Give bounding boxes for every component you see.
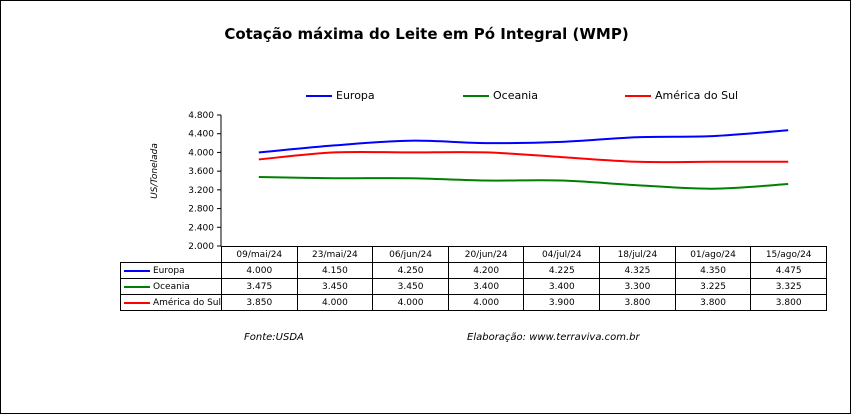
series-line-oceania <box>258 176 789 190</box>
data-value-cell: 4.325 <box>599 262 676 279</box>
series-line-america-do-sul <box>258 150 789 164</box>
credit-note: Elaboração: www.terraviva.com.br <box>467 332 640 343</box>
data-value-cell: 3.800 <box>599 294 676 311</box>
table-row-europa: Europa 4.000 4.150 4.250 4.200 4.225 4.325 4.35… <box>120 262 827 279</box>
x-category-label: 04/jul/24 <box>523 246 601 263</box>
data-value-cell: 3.450 <box>372 278 449 295</box>
data-value-cell: 3.800 <box>750 294 827 311</box>
data-value-cell: 4.475 <box>750 262 827 279</box>
data-value-cell: 4.250 <box>372 262 449 279</box>
legend-label-oceania: Oceania <box>493 89 538 102</box>
legend-swatch-oceania <box>463 95 489 97</box>
data-value-cell: 3.475 <box>220 278 298 295</box>
data-value-cell: 3.900 <box>523 294 601 311</box>
x-category-label: 06/jun/24 <box>372 246 449 263</box>
x-category-label: 09/mai/24 <box>220 246 298 263</box>
series-name-cell: Oceania <box>120 278 222 295</box>
series-lines <box>258 129 789 190</box>
legend-label-europa: Europa <box>336 89 375 102</box>
y-tick-label: 4.400 <box>188 130 214 140</box>
data-value-cell: 3.450 <box>296 278 374 295</box>
y-tick-label: 2.800 <box>188 205 214 215</box>
legend-swatch-america-do-sul <box>625 95 651 97</box>
series-name-label: América do Sul <box>153 297 221 308</box>
data-value-cell: 4.225 <box>523 262 601 279</box>
data-value-cell: 3.325 <box>750 278 827 295</box>
x-category-label: 15/ago/24 <box>750 246 827 263</box>
table-row-america-do-sul: América do Sul 3.850 4.000 4.000 4.000 3.900 3… <box>120 294 827 311</box>
data-value-cell: 3.400 <box>523 278 601 295</box>
x-category-label: 23/mai/24 <box>296 246 374 263</box>
x-category-label: 18/jul/24 <box>599 246 676 263</box>
data-value-cell: 3.300 <box>599 278 676 295</box>
data-value-cell: 4.000 <box>447 294 525 311</box>
series-name-cell: Europa <box>120 262 222 279</box>
legend-label-america-do-sul: América do Sul <box>655 89 739 102</box>
table-header-row: 09/mai/24 23/mai/24 06/jun/24 20/jun/24 04/j… <box>121 246 827 263</box>
x-category-label: 20/jun/24 <box>447 246 525 263</box>
table-corner <box>121 247 222 263</box>
data-value-cell: 4.150 <box>296 262 374 279</box>
data-table: 09/mai/24 23/mai/24 06/jun/24 20/jun/24 04/j… <box>120 246 827 311</box>
data-value-cell: 4.000 <box>372 294 449 311</box>
data-value-cell: 4.200 <box>447 262 525 279</box>
y-tick-label: 4.000 <box>188 148 214 158</box>
y-tick-label: 3.200 <box>188 186 214 196</box>
series-key-line <box>124 302 150 304</box>
y-tick-label: 2.400 <box>188 223 214 233</box>
data-value-cell: 3.400 <box>447 278 525 295</box>
series-name-label: Europa <box>153 265 185 276</box>
data-value-cell: 4.000 <box>296 294 374 311</box>
chart-title: Cotação máxima do Leite em Pó Integral (… <box>224 25 629 43</box>
series-name-label: Oceania <box>153 281 190 292</box>
data-value-cell: 4.000 <box>220 262 298 279</box>
data-value-cell: 4.350 <box>674 262 752 279</box>
y-tick-label: 4.800 <box>188 111 214 121</box>
data-value-cell: 3.850 <box>220 294 298 311</box>
data-value-cell: 3.800 <box>674 294 752 311</box>
y-tick-label: 2.000 <box>188 242 214 252</box>
series-name-cell: América do Sul <box>120 294 222 311</box>
series-key-line <box>124 270 150 272</box>
source-note: Fonte:USDA <box>244 332 304 343</box>
table-row-oceania: Oceania 3.475 3.450 3.450 3.400 3.400 3.300 3.2… <box>120 278 827 295</box>
y-axis: 4.800 4.400 4.000 3.600 3.200 2.800 2.400 2.000 <box>188 111 222 252</box>
x-category-label: 01/ago/24 <box>674 246 752 263</box>
legend-swatch-europa <box>306 95 332 97</box>
data-value-cell: 3.225 <box>674 278 752 295</box>
series-line-europa <box>258 129 789 154</box>
series-key-line <box>124 286 150 288</box>
y-tick-label: 3.600 <box>188 167 214 177</box>
